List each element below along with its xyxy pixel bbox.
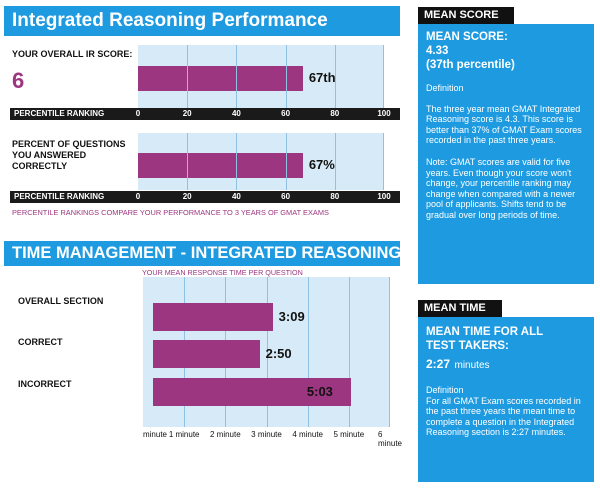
mean-time-panel: MEAN TIME FOR ALL TEST TAKERS: 2:27 minu…: [418, 317, 594, 482]
mean-score-value: 4.33: [426, 45, 449, 57]
time-gridline: [389, 277, 390, 427]
mean-time-value-row: 2:27 minutes: [426, 355, 586, 373]
ir-questions-label-line3: CORRECTLY: [12, 161, 68, 171]
ir-score-tick-label: 100: [377, 109, 391, 118]
time-gridline: [307, 277, 309, 427]
ir-questions-label-line1: PERCENT OF QUESTIONS: [12, 139, 126, 149]
time-tick-label: 4 minute: [292, 430, 323, 439]
time-gridline: [266, 277, 268, 427]
ir-correct-tick-label: 20: [182, 192, 192, 201]
time-bar-label: 5:03: [306, 384, 333, 399]
ir-correct-chart: 67%: [138, 133, 384, 190]
mean-score-definition-label: Definition: [426, 83, 464, 93]
time-bar: [153, 340, 260, 368]
ir-correct-axis: PERCENTILE RANKING 0 20 40 60 80 100: [10, 191, 400, 203]
ir-score-tick-label: 40: [231, 109, 241, 118]
ir-correct-tick-label: 40: [231, 192, 241, 201]
ir-score-tick-label: 20: [182, 109, 192, 118]
time-bar-label: 3:09: [278, 309, 305, 324]
mean-time-title-line2: TEST TAKERS:: [426, 340, 509, 352]
mean-time-unit: minutes: [454, 360, 490, 371]
ir-title-banner: Integrated Reasoning Performance: [4, 6, 400, 36]
ir-score-bar: [138, 66, 303, 91]
mean-time-definition-text: For all GMAT Exam scores recorded in the…: [426, 395, 581, 438]
ir-correct-tick-label: 0: [135, 192, 141, 201]
ir-correct-tick-label: 60: [281, 192, 291, 201]
time-axis: minute 1 minute 2 minute 3 minute 4 minute 5 …: [142, 430, 402, 448]
ir-correct-gridline: [383, 133, 384, 190]
ir-score-gridline: [383, 45, 384, 108]
time-bar-label: 2:50: [265, 346, 292, 361]
time-tick-label: minute: [142, 430, 168, 439]
time-bar: [153, 378, 351, 406]
ir-correct-bar-label: 67%: [308, 157, 335, 172]
ir-score-tick-label: 0: [135, 109, 141, 118]
ir-footnote: PERCENTILE RANKINGS COMPARE YOUR PERFORM…: [12, 208, 329, 217]
mean-score-header: MEAN SCORE: [418, 7, 514, 24]
ir-correct-gridline: [236, 133, 238, 190]
ir-score-tick-label: 60: [281, 109, 291, 118]
ir-score-chart: 67th: [138, 45, 384, 108]
time-tick-label: 5 minute: [333, 430, 365, 439]
ir-questions-label: PERCENT OF QUESTIONS YOU ANSWERED CORREC…: [12, 139, 126, 172]
time-category-correct: CORRECT: [18, 337, 63, 347]
time-tick-label: 6 minute: [377, 430, 403, 448]
ir-score-gridline: [187, 45, 189, 108]
ir-score-gridline: [285, 45, 287, 108]
time-bar: [153, 303, 273, 331]
ir-correct-axis-label: PERCENTILE RANKING: [14, 192, 105, 201]
time-tick-label: 1 minute: [168, 430, 200, 439]
time-category-incorrect: INCORRECT: [18, 379, 72, 389]
time-category-overall: OVERALL SECTION: [18, 296, 104, 306]
mean-score-note: Note: GMAT scores are valid for five yea…: [426, 156, 576, 220]
ir-correct-tick-label: 100: [377, 192, 391, 201]
time-tick-label: 3 minute: [251, 430, 282, 439]
ir-title: Integrated Reasoning Performance: [12, 10, 328, 31]
mean-time-value: 2:27: [426, 357, 451, 371]
ir-questions-label-line2: YOU ANSWERED: [12, 150, 87, 160]
ir-score-bar-label: 67th: [308, 70, 336, 85]
ir-score-axis: PERCENTILE RANKING 0 20 40 60 80 100: [10, 108, 400, 120]
mean-score-panel: MEAN SCORE: 4.33 (37th percentile) Defin…: [418, 24, 594, 284]
ir-score-axis-label: PERCENTILE RANKING: [14, 109, 105, 118]
ir-score-gridline: [236, 45, 238, 108]
mean-time-title-line1: MEAN TIME FOR ALL: [426, 326, 544, 338]
ir-score-gridline: [334, 45, 336, 108]
time-subtitle: YOUR MEAN RESPONSE TIME PER QUESTION: [142, 268, 303, 277]
mean-score-title: MEAN SCORE:: [426, 31, 508, 43]
ir-correct-bar: [138, 153, 303, 178]
ir-correct-gridline: [285, 133, 287, 190]
ir-correct-gridline: [334, 133, 336, 190]
time-title: TIME MANAGEMENT - INTEGRATED REASONING: [12, 244, 402, 262]
mean-score-definition-text: The three year mean GMAT Integrated Reas…: [426, 103, 582, 146]
time-title-banner: TIME MANAGEMENT - INTEGRATED REASONING: [4, 241, 402, 266]
time-chart: 3:09 2:50 5:03: [143, 277, 390, 427]
ir-score-tick-label: 80: [330, 109, 340, 118]
ir-score-label: YOUR OVERALL IR SCORE:: [12, 49, 133, 59]
ir-correct-gridline: [187, 133, 189, 190]
ir-correct-tick-label: 80: [330, 192, 340, 201]
mean-score-percentile: (37th percentile): [426, 59, 515, 71]
mean-time-definition-label: Definition: [426, 385, 464, 395]
ir-score-value: 6: [12, 68, 25, 93]
time-gridline: [348, 277, 350, 427]
time-tick-label: 2 minute: [209, 430, 241, 439]
mean-time-header: MEAN TIME: [418, 300, 502, 317]
